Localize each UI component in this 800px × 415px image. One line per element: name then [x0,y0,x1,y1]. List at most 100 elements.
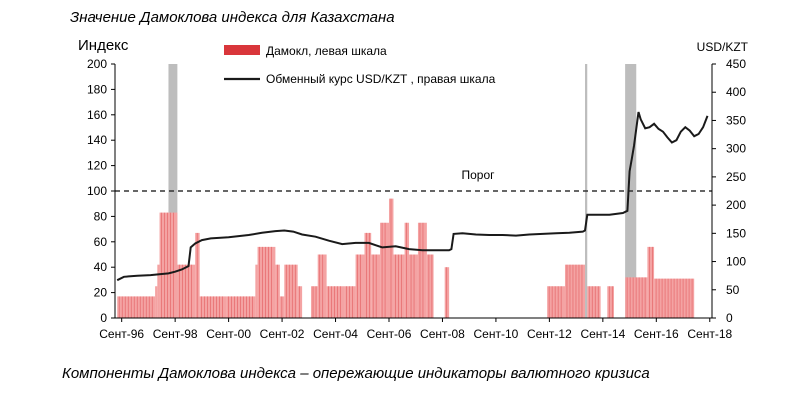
bar-group [371,254,381,318]
left-tick-label: 200 [87,57,107,71]
bar-group [177,264,196,318]
x-tick-label: Сент-18 [687,327,732,341]
left-tick-label: 120 [87,159,107,173]
bar-group [344,286,356,318]
exchange-rate-line [116,111,709,282]
bar-group [355,254,365,318]
legend-entry-damocles: Дамокл, левая шкала [224,44,387,58]
bar-group [317,254,327,318]
bar-group [547,286,565,318]
bar-group [625,277,648,318]
bar [344,286,356,318]
x-tick-label: Сент-06 [367,327,412,341]
bar [284,264,298,318]
chart-canvas: Порог 0 20 40 60 80 100 120 140 160 180 200 0 50 100 1… [78,37,749,341]
bar [409,254,418,318]
bar-group [226,296,256,318]
bar-group [417,222,427,318]
bar [426,254,434,318]
bar [177,264,196,318]
y-left-axis-title: Индекс [78,37,129,54]
bar [417,222,427,318]
bar-group [157,264,160,318]
legend: Дамокл, левая шкала Обменный курс USD/KZT… [224,44,496,86]
bar [317,254,327,318]
bar [607,286,614,318]
bar-group [564,264,586,318]
right-tick-label: 350 [726,113,746,127]
left-tick-label: 40 [94,260,108,274]
right-tick-label: 450 [726,57,746,71]
bar [355,254,365,318]
bar-group [311,286,318,318]
bar [159,212,178,318]
left-tick-label: 0 [100,311,107,325]
x-tick-label: Сент-00 [206,327,251,341]
bar-group [297,286,303,318]
bar [380,222,389,318]
x-tick-label: Сент-96 [99,327,144,341]
threshold-label: Порог [461,168,495,182]
bar [311,286,318,318]
bar [393,254,405,318]
bar-group [380,222,389,318]
bar [371,254,381,318]
x-tick-label: Сент-04 [313,327,358,341]
bar-group [279,296,285,318]
bar-group [607,286,614,318]
bar-group [364,232,372,318]
x-tick-label: Сент-98 [153,327,198,341]
left-tick-label: 100 [87,184,107,198]
bar-group [255,264,258,318]
right-tick-label: 200 [726,198,746,212]
legend-label-rate: Обменный курс USD/KZT , правая шкала [266,72,496,86]
right-tick-label: 300 [726,142,746,156]
exchange-rate-path [116,111,709,282]
x-tick-label: Сент-10 [474,327,519,341]
right-tick-label: 150 [726,226,746,240]
bar-group [654,278,695,318]
left-tick-label: 20 [94,286,108,300]
right-tick-label: 50 [726,283,740,297]
bar [226,296,256,318]
chart-caption: Компоненты Дамоклова индекса – опережающ… [62,365,650,382]
bar-group [587,286,601,318]
bar-group [326,286,345,318]
x-tick-label: Сент-08 [420,327,465,341]
bar-group [444,267,450,318]
bar-group [388,198,394,318]
bar [155,286,158,318]
legend-entry-rate: Обменный курс USD/KZT , правая шкала [224,72,496,86]
bar [326,286,345,318]
bar-group [155,286,158,318]
left-tick-label: 160 [87,108,107,122]
bar-group [404,222,410,318]
threshold-line: Порог [115,168,712,192]
bar [257,246,276,318]
bar-group [275,264,280,318]
bar [157,264,160,318]
left-tick-label: 140 [87,133,107,147]
bar-group [647,246,655,318]
bar-group [195,232,200,318]
bar-group [199,296,227,318]
bar-group [426,254,434,318]
bar [547,286,565,318]
left-tick-label: 80 [94,209,108,223]
right-tick-label: 0 [726,311,733,325]
bar [364,232,372,318]
x-tick-label: Сент-14 [580,327,625,341]
bar-group [159,212,178,318]
right-tick-label: 100 [726,255,746,269]
damocles-bars [117,198,695,318]
left-tick-label: 60 [94,235,108,249]
x-tick-label: Сент-12 [527,327,572,341]
bar-group [117,296,156,318]
left-tick-label: 180 [87,82,107,96]
bar [647,246,655,318]
legend-swatch-bar [224,45,260,55]
x-tick-label: Сент-02 [260,327,305,341]
axes: 0 20 40 60 80 100 120 140 160 180 200 0 50 100 150 200 2… [78,37,749,341]
y-right-axis-title: USD/KZT [697,40,749,54]
bar-group [393,254,405,318]
